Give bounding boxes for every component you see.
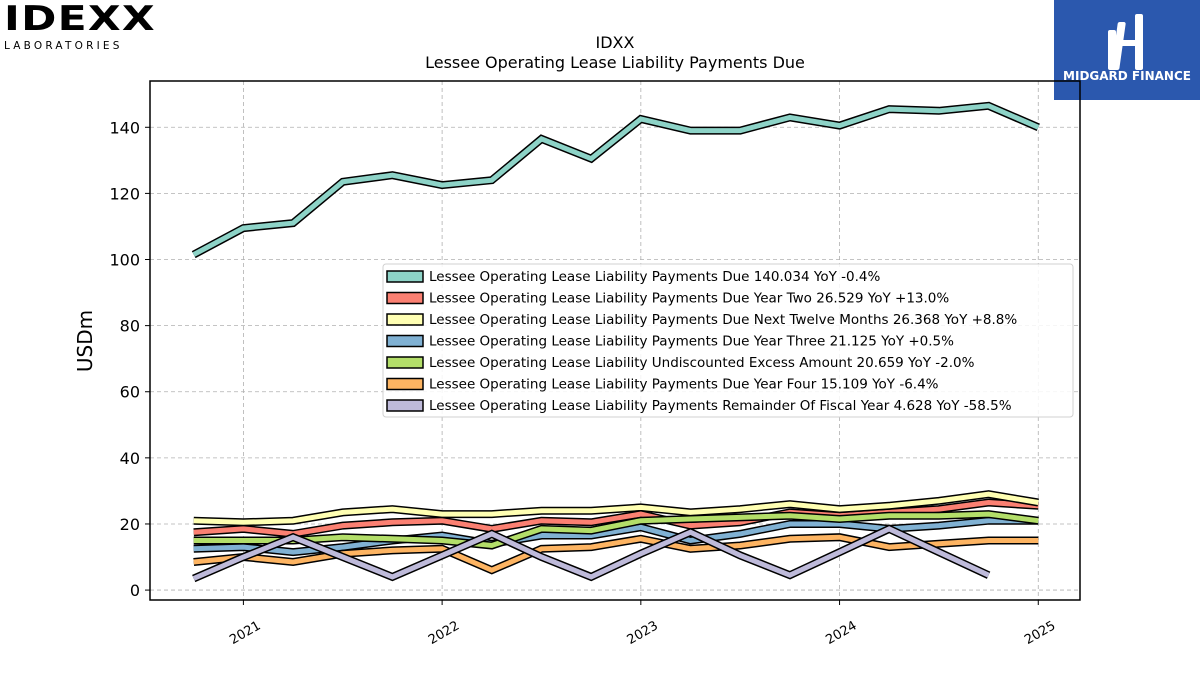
x-tick-label: 2022 [426,618,462,648]
legend-swatch [386,399,424,412]
y-tick-label: 80 [120,317,140,336]
chart-title: IDXX [596,33,635,52]
series-outline [191,101,1040,259]
legend-label: Lessee Operating Lease Liability Payment… [429,398,1012,414]
legend-label: Lessee Operating Lease Liability Payment… [429,334,954,350]
legend-label: Lessee Operating Lease Liability Payment… [429,269,880,285]
series-lines [191,101,1040,583]
x-axis-ticks: 2021 2022 2023 2024 2025 [227,600,1058,648]
brand-mark-icon [1108,14,1143,70]
chart-legend: Lessee Operating Lease Liability Payment… [382,263,1074,418]
series-line [193,518,1039,555]
legend-label: Lessee Operating Lease Liability Payment… [429,377,939,393]
x-tick-label: 2021 [227,618,263,648]
logo-subtitle: LABORATORIES [4,40,123,52]
legend-swatch [386,313,424,326]
y-tick-label: 0 [130,581,140,600]
brand-badge: MIDGARD FINANCE [1054,0,1200,100]
legend-box [382,263,1074,418]
plot-frame [149,80,1081,601]
company-logo: IDEXX LABORATORIES [4,2,155,52]
series-line [192,526,990,581]
brand-name: MIDGARD FINANCE [1063,69,1191,83]
logo-wordmark: IDEXX [4,0,156,39]
legend-swatch [386,356,424,369]
x-tick-label: 2024 [823,618,859,648]
y-tick-label: 20 [120,515,140,534]
y-tick-label: 100 [109,251,140,270]
chart-subtitle: Lessee Operating Lease Liability Payment… [425,53,805,72]
y-tick-label: 60 [120,383,140,402]
y-tick-label: 40 [120,449,140,468]
legend-swatch [386,334,424,348]
y-axis-ticks: 0 20 40 60 80 100 120 140 [109,118,150,600]
legend-label: Lessee Operating Lease Liability Payment… [429,291,949,307]
series-line [193,491,1039,525]
legend-label: Lessee Operating Lease Liability Undisco… [429,355,975,371]
y-tick-label: 140 [109,118,140,137]
legend-swatch [386,270,424,283]
legend-swatch [386,377,424,391]
y-axis-label: USDm [73,310,97,372]
x-tick-label: 2025 [1022,618,1058,648]
y-tick-label: 120 [109,184,140,203]
series-line [192,103,1040,257]
series-line [193,511,1039,549]
legend-swatch [386,291,424,305]
legend-label: Lessee Operating Lease Liability Payment… [429,312,1017,328]
x-tick-label: 2023 [625,618,661,648]
